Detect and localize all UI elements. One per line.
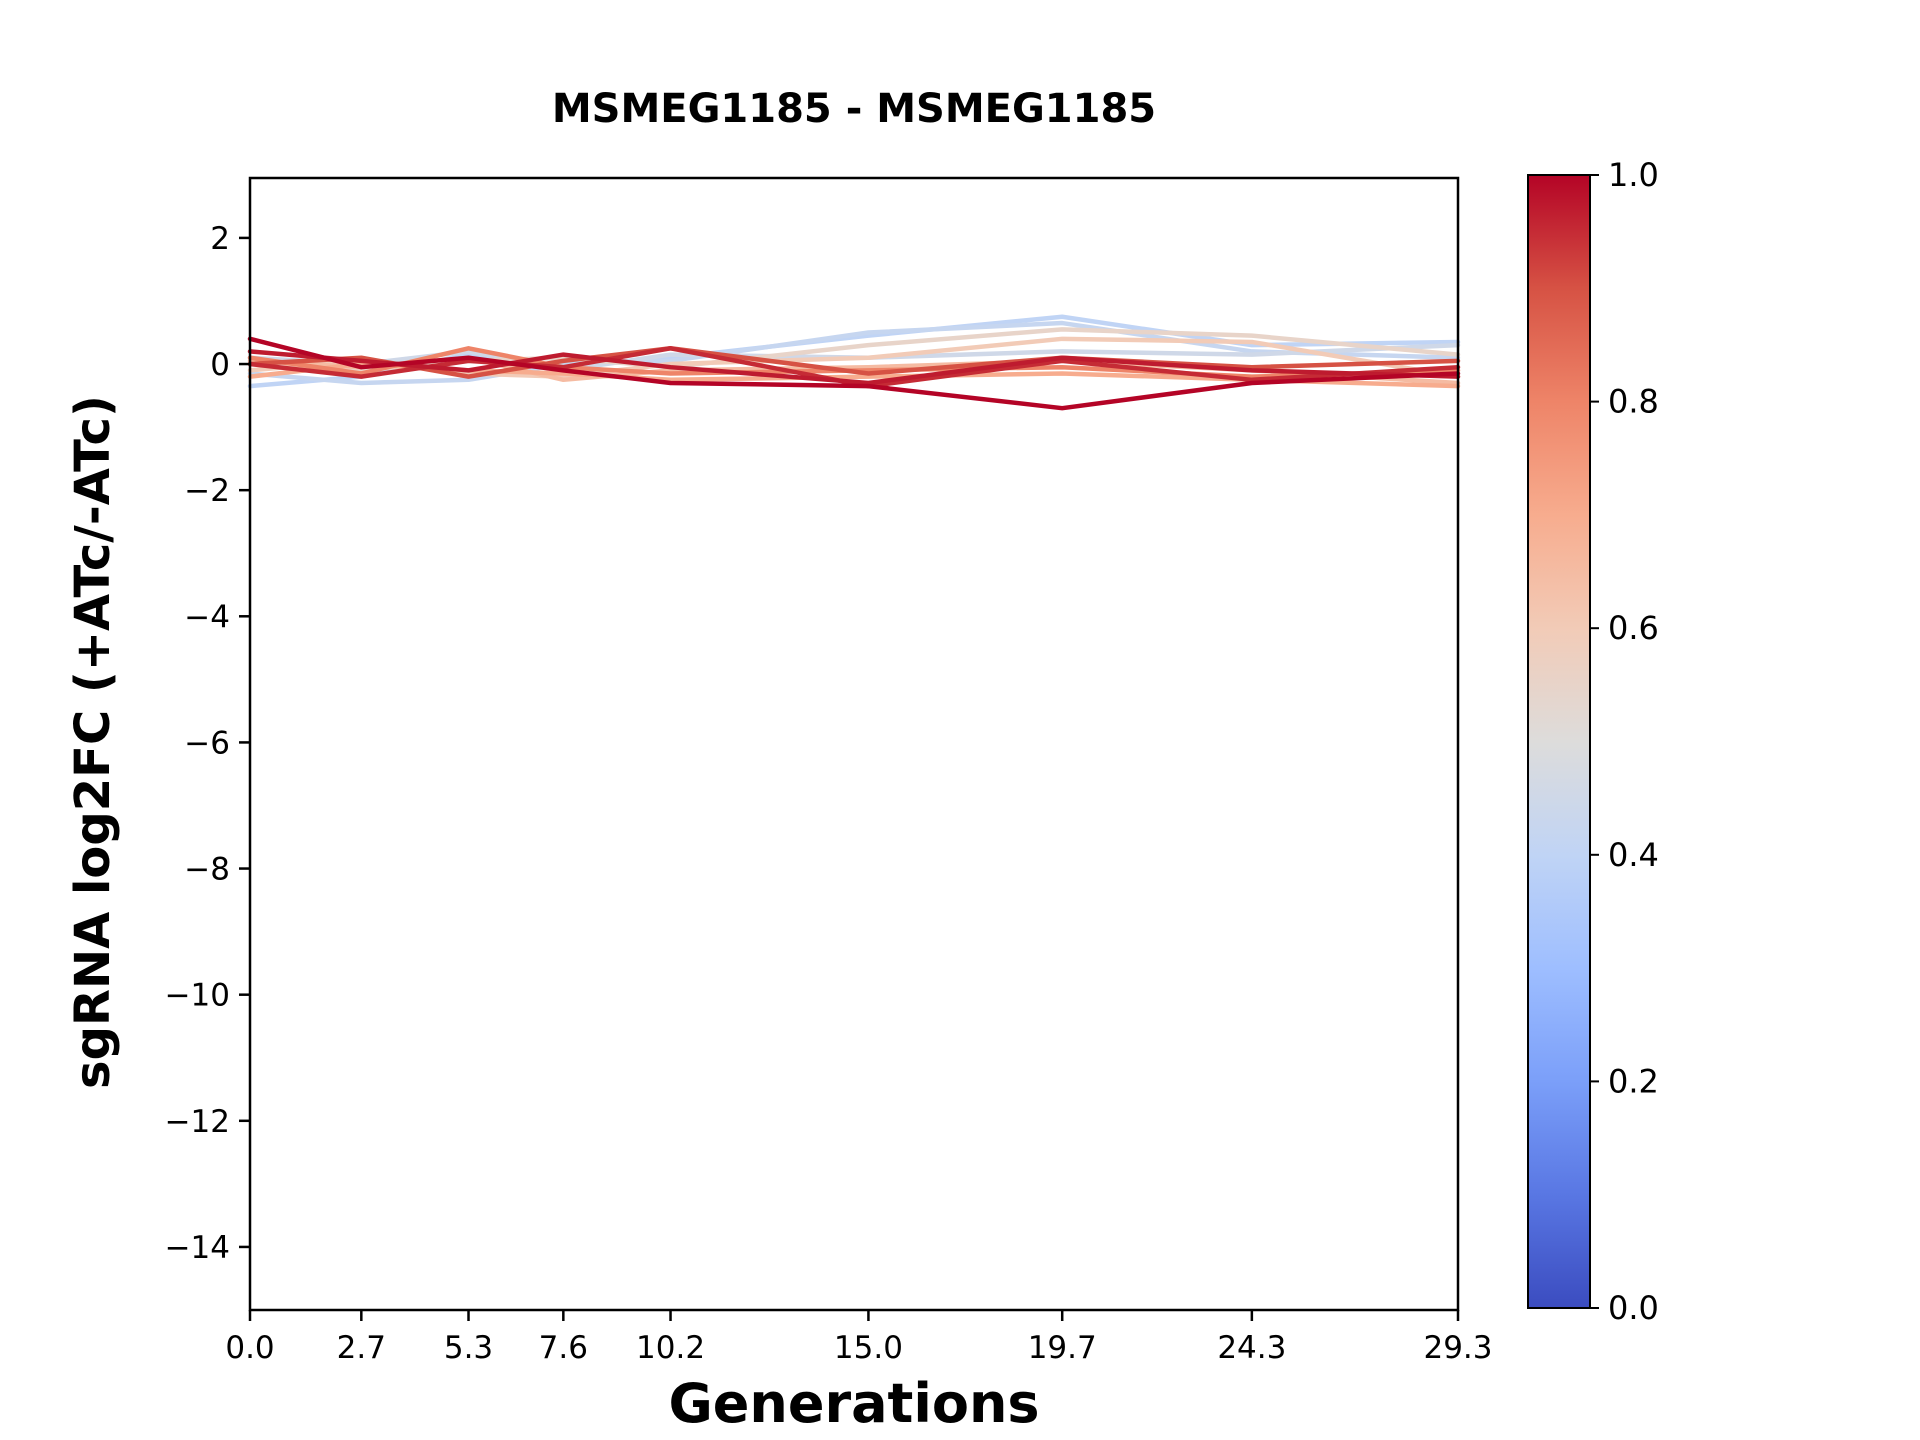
x-tick-label: 10.2: [636, 1330, 705, 1366]
x-tick-label: 24.3: [1217, 1330, 1286, 1366]
sgrna-line: [247, 342, 1461, 373]
colorbar-tick-label: 1.0: [1608, 156, 1659, 194]
y-tick-label: −8: [184, 852, 230, 888]
x-tick-label: 29.3: [1423, 1330, 1492, 1366]
colorbar-tick-label: 0.6: [1608, 609, 1659, 647]
y-tick-label: 2: [210, 221, 230, 257]
colorbar-tick-label: 0.0: [1608, 1289, 1659, 1327]
sgrna-line: [247, 346, 1461, 389]
y-tick-label: −12: [165, 1104, 230, 1140]
colorbar-tick-label: 0.4: [1608, 836, 1659, 874]
y-tick-label: −14: [165, 1230, 230, 1266]
x-tick-label: 0.0: [225, 1330, 274, 1366]
colorbar-tick-label: 0.8: [1608, 383, 1659, 421]
x-axis-label: Generations: [668, 1372, 1040, 1435]
colorbar: [1527, 174, 1591, 1309]
y-tick-label: −2: [184, 473, 230, 509]
x-tick-label: 5.3: [444, 1330, 493, 1366]
axes-spines: [248, 176, 1460, 1312]
y-tick-label: −10: [165, 978, 230, 1014]
x-tick-label: 7.6: [539, 1330, 588, 1366]
chart-title: MSMEG1185 - MSMEG1185: [551, 86, 1157, 132]
y-tick-label: 0: [210, 347, 230, 383]
y-tick-label: −4: [184, 599, 230, 635]
x-tick-label: 19.7: [1028, 1330, 1097, 1366]
x-tick-label: 2.7: [337, 1330, 386, 1366]
colorbar-tick-label: 0.2: [1608, 1062, 1659, 1100]
y-tick-label: −6: [184, 725, 230, 761]
sgrna-line: [247, 336, 1461, 411]
x-tick-label: 15.0: [834, 1330, 903, 1366]
